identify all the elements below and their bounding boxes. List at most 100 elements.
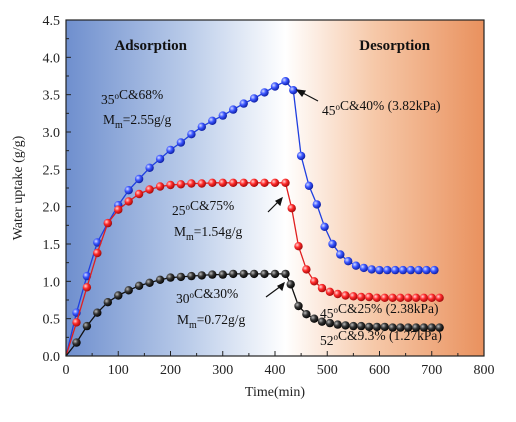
y-tick-label: 4.0 xyxy=(43,51,61,66)
data-point-blue xyxy=(187,130,196,139)
annotation-blue-ads-value: =2.55g/g xyxy=(123,112,172,127)
x-tick-label: 700 xyxy=(421,363,442,378)
data-point-blue xyxy=(430,265,439,275)
data-point-blue xyxy=(367,265,376,274)
data-point-blue xyxy=(351,261,361,270)
data-point-red xyxy=(317,283,327,293)
data-point-red xyxy=(372,293,382,302)
data-point-black xyxy=(166,273,175,282)
data-point-black xyxy=(404,323,413,332)
data-point-blue xyxy=(383,265,392,275)
y-tick-label: 0.0 xyxy=(43,350,61,365)
data-point-blue xyxy=(176,138,186,147)
data-point-black xyxy=(325,318,335,328)
data-point-black xyxy=(357,321,366,331)
data-point-black xyxy=(134,281,144,290)
data-point-red xyxy=(103,218,113,228)
y-tick-label: 2.5 xyxy=(43,163,61,178)
axes: 0 100 200 300 400 500 600 700 800 0.0 0.5 1.0 1.5 2.… xyxy=(11,14,495,400)
data-point-red xyxy=(176,180,186,189)
adsorption-label: Adsorption xyxy=(114,38,187,54)
region-backgrounds xyxy=(66,20,484,356)
data-point-red xyxy=(396,293,405,302)
data-point-black xyxy=(286,280,295,289)
data-point-blue xyxy=(289,86,298,95)
data-point-red xyxy=(427,293,436,302)
x-tick-label: 400 xyxy=(265,363,286,378)
data-point-blue xyxy=(239,99,248,108)
data-point-red xyxy=(124,197,133,206)
data-point-blue xyxy=(336,250,345,259)
data-point-black xyxy=(380,322,389,332)
data-point-black xyxy=(427,323,436,332)
data-point-blue xyxy=(124,186,133,195)
data-point-black xyxy=(93,308,102,317)
data-point-blue xyxy=(281,77,290,86)
data-point-red xyxy=(72,318,81,327)
data-point-black xyxy=(124,286,133,295)
data-point-red xyxy=(239,178,248,187)
data-point-black xyxy=(72,338,81,347)
data-point-black xyxy=(372,322,382,332)
data-point-red xyxy=(197,179,206,188)
data-point-blue xyxy=(229,105,238,114)
data-point-black xyxy=(155,275,165,284)
data-point-red xyxy=(404,293,413,302)
data-point-red xyxy=(166,180,175,190)
arrowhead-black-ads xyxy=(276,281,285,292)
data-point-black xyxy=(302,310,311,319)
data-point-black xyxy=(396,323,405,332)
series-black xyxy=(65,269,444,357)
data-point-blue xyxy=(344,257,353,266)
data-point-red xyxy=(341,291,350,300)
data-point-black xyxy=(239,269,248,279)
data-point-black xyxy=(249,269,259,279)
data-point-red xyxy=(357,292,366,302)
data-point-red xyxy=(187,179,196,188)
data-point-red xyxy=(388,293,397,302)
data-point-blue xyxy=(197,122,206,131)
y-tick-label: 0.5 xyxy=(43,313,61,328)
data-point-red xyxy=(287,204,296,213)
data-point-black xyxy=(176,272,186,282)
annotation-black-des: 52oC&9.3% (1.27kPa) xyxy=(320,328,442,348)
y-axis-ticks: 0.0 0.5 1.0 1.5 2.0 2.5 3.0 3.5 4.0 4.5 xyxy=(43,14,71,365)
data-point-black xyxy=(281,269,290,279)
data-point-black xyxy=(310,314,319,323)
x-axis-label: Time(min) xyxy=(245,385,305,400)
data-point-red xyxy=(134,189,144,199)
data-point-red xyxy=(249,178,259,187)
desorption-label: Desorption xyxy=(359,38,430,54)
data-point-black xyxy=(270,269,280,279)
x-tick-label: 200 xyxy=(160,363,181,378)
annotation-red-des: 45oC&25% (2.38kPa) xyxy=(320,301,439,321)
data-point-blue xyxy=(375,265,384,275)
data-point-red xyxy=(229,178,238,187)
data-point-blue xyxy=(414,265,423,275)
data-point-black xyxy=(435,323,444,332)
data-point-red xyxy=(260,178,269,187)
data-point-black xyxy=(197,271,206,280)
data-point-blue xyxy=(145,163,154,172)
data-point-blue xyxy=(391,265,400,275)
annotation-blue-ads-line1: 35oC&68% xyxy=(101,87,163,107)
data-point-blue xyxy=(312,200,321,209)
data-point-red xyxy=(419,293,429,302)
data-point-blue xyxy=(406,265,415,275)
data-point-blue xyxy=(93,238,102,247)
x-tick-label: 500 xyxy=(317,363,338,378)
data-point-blue xyxy=(296,151,306,161)
data-point-black xyxy=(218,270,227,279)
data-point-red xyxy=(218,178,227,187)
arrow-black-ads xyxy=(265,285,282,298)
data-point-blue xyxy=(155,154,165,164)
annotation-black-ads-value: =0.72g/g xyxy=(197,312,246,327)
data-point-black xyxy=(411,323,421,332)
data-point-blue xyxy=(166,145,175,155)
data-point-black xyxy=(317,317,327,326)
data-point-red xyxy=(325,287,335,296)
data-point-black xyxy=(388,323,397,332)
data-point-black xyxy=(333,320,342,329)
data-point-blue xyxy=(359,263,368,273)
data-point-black xyxy=(229,269,238,279)
